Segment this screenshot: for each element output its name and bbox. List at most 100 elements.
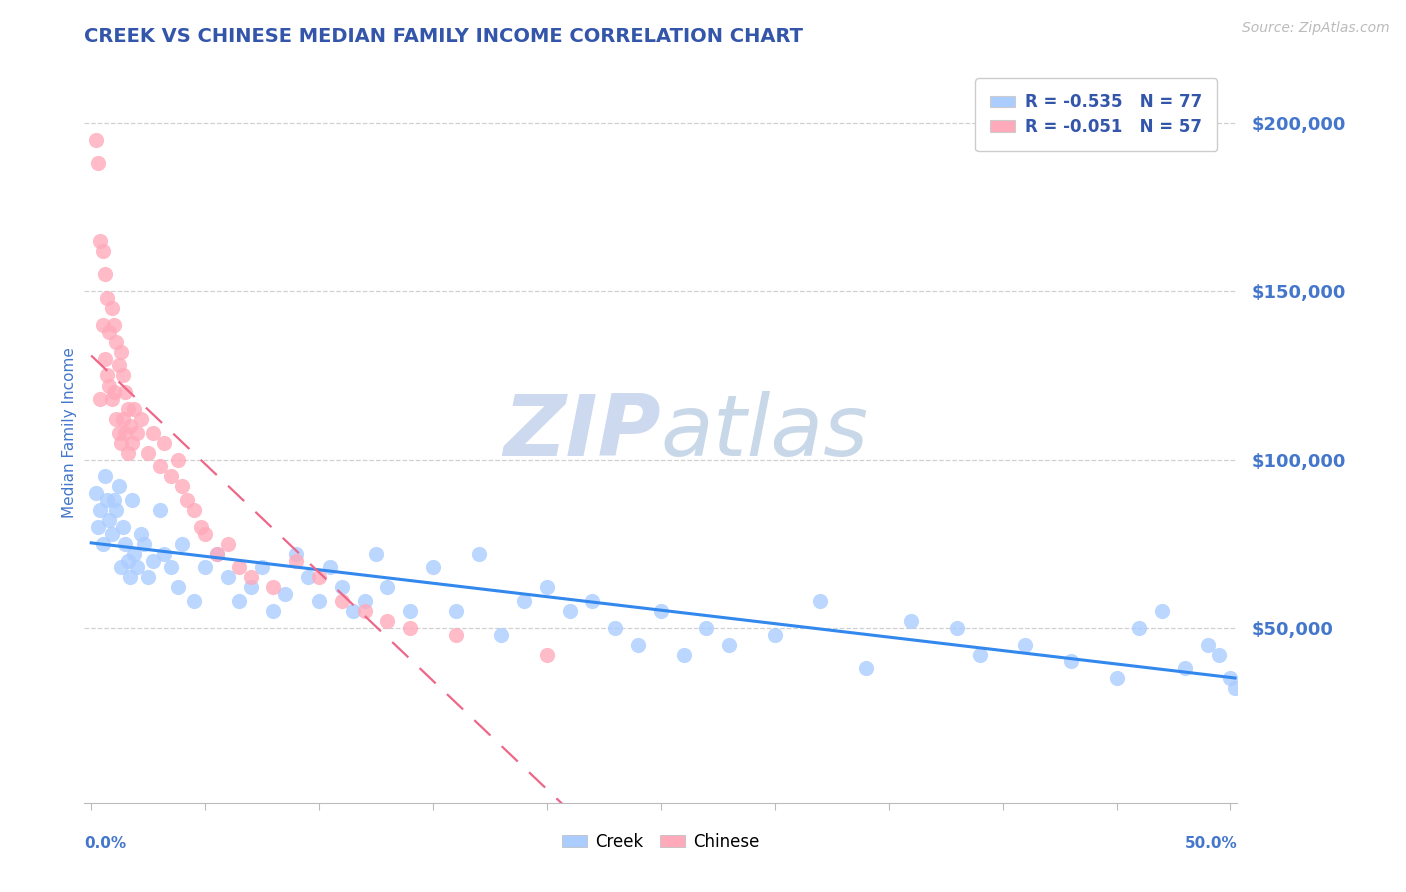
Point — [808, 594, 831, 608]
Point — [84, 133, 107, 147]
Point — [114, 385, 136, 400]
Point — [105, 503, 128, 517]
Text: ZIP: ZIP — [503, 391, 661, 475]
Point — [297, 570, 319, 584]
Point — [969, 648, 991, 662]
Point — [107, 479, 129, 493]
Point — [444, 604, 467, 618]
Point — [467, 547, 489, 561]
Point — [94, 268, 117, 282]
Point — [1105, 671, 1128, 685]
Point — [105, 334, 128, 349]
Point — [153, 435, 176, 450]
Point — [627, 638, 650, 652]
Point — [160, 560, 183, 574]
Point — [107, 425, 129, 440]
Point — [89, 234, 111, 248]
Point — [228, 594, 250, 608]
Point — [105, 412, 128, 426]
Point — [124, 402, 146, 417]
Text: 0.0%: 0.0% — [84, 836, 127, 851]
Point — [1208, 648, 1230, 662]
Point — [330, 594, 353, 608]
Point — [110, 435, 132, 450]
Point — [96, 368, 118, 383]
Point — [98, 325, 121, 339]
Point — [117, 553, 139, 567]
Point — [217, 536, 239, 550]
Point — [91, 536, 114, 550]
Point — [160, 469, 183, 483]
Point — [274, 587, 297, 601]
Point — [228, 560, 250, 574]
Point — [131, 412, 153, 426]
Point — [94, 351, 117, 366]
Point — [117, 446, 139, 460]
Point — [94, 469, 117, 483]
Point — [153, 547, 176, 561]
Point — [136, 570, 159, 584]
Point — [91, 244, 114, 258]
Point — [239, 570, 262, 584]
Point — [536, 581, 558, 595]
Point — [107, 359, 129, 373]
Point — [89, 392, 111, 406]
Point — [89, 503, 111, 517]
Point — [100, 392, 122, 406]
Point — [176, 492, 198, 507]
Point — [377, 581, 399, 595]
Point — [121, 492, 143, 507]
Text: Source: ZipAtlas.com: Source: ZipAtlas.com — [1241, 21, 1389, 36]
Point — [1223, 681, 1246, 696]
Point — [96, 291, 118, 305]
Point — [166, 452, 188, 467]
Point — [319, 560, 342, 574]
Point — [103, 492, 125, 507]
Point — [112, 520, 135, 534]
Point — [1197, 638, 1219, 652]
Point — [110, 344, 132, 359]
Y-axis label: Median Family Income: Median Family Income — [62, 347, 77, 518]
Point — [1060, 655, 1083, 669]
Point — [117, 402, 139, 417]
Point — [491, 627, 513, 641]
Point — [855, 661, 877, 675]
Point — [444, 627, 467, 641]
Point — [763, 627, 786, 641]
Point — [308, 570, 330, 584]
Point — [239, 581, 262, 595]
Point — [136, 446, 159, 460]
Point — [194, 560, 217, 574]
Point — [121, 435, 143, 450]
Point — [103, 318, 125, 332]
Point — [142, 553, 165, 567]
Point — [183, 594, 205, 608]
Point — [1128, 621, 1150, 635]
Point — [399, 604, 422, 618]
Point — [100, 301, 122, 315]
Point — [98, 513, 121, 527]
Point — [96, 492, 118, 507]
Point — [166, 581, 188, 595]
Point — [125, 425, 148, 440]
Point — [217, 570, 239, 584]
Point — [353, 604, 375, 618]
Point — [581, 594, 603, 608]
Point — [112, 412, 135, 426]
Point — [1219, 671, 1241, 685]
Point — [513, 594, 536, 608]
Point — [342, 604, 364, 618]
Point — [605, 621, 627, 635]
Point — [900, 614, 922, 628]
Point — [205, 547, 228, 561]
Point — [205, 547, 228, 561]
Point — [87, 156, 110, 170]
Point — [650, 604, 672, 618]
Point — [330, 581, 353, 595]
Point — [377, 614, 399, 628]
Point — [148, 503, 170, 517]
Point — [84, 486, 107, 500]
Point — [114, 425, 136, 440]
Point — [124, 547, 146, 561]
Point — [558, 604, 581, 618]
